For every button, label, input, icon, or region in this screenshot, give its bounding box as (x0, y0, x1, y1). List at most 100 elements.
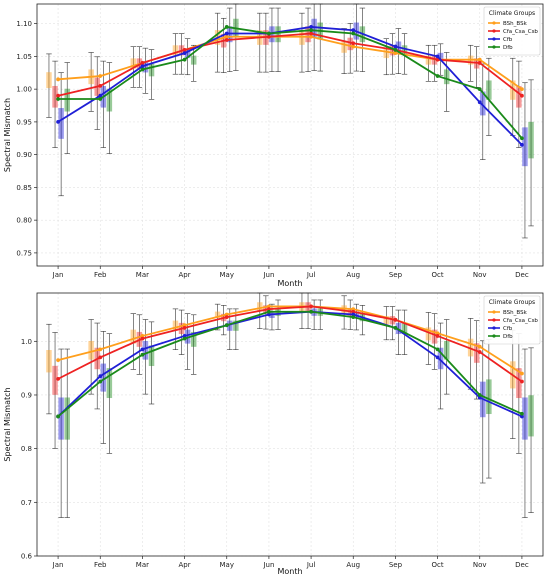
x-tick-label: Aug (346, 271, 360, 279)
series-point-Cfa_Csa_Csb (140, 61, 145, 65)
x-tick-label: Nov (473, 561, 487, 569)
series-point-Cfb (182, 51, 187, 56)
box (64, 397, 70, 440)
series-point-BSh_BSk (435, 331, 440, 336)
series-point-BSh_BSk (98, 347, 103, 352)
box (516, 85, 522, 108)
box (148, 345, 155, 367)
legend-marker-BSh_BSk (492, 310, 496, 314)
series-point-Dfb (393, 325, 398, 330)
box (46, 350, 52, 373)
series-point-Dfb (520, 136, 524, 141)
legend-box (483, 295, 541, 345)
x-tick-label: Aug (346, 561, 360, 569)
box (389, 316, 396, 325)
series-point-Cfb (520, 142, 524, 147)
series-point-Dfb (98, 379, 103, 384)
box (522, 127, 528, 167)
series-point-Cfa_Csa_Csb (309, 304, 313, 309)
x-tick-label: Jul (306, 271, 316, 279)
box (431, 55, 438, 65)
series-point-Cfa_Csa_Csb (98, 83, 103, 88)
box (347, 37, 353, 51)
box (172, 320, 179, 331)
box (401, 45, 408, 56)
series-point-BSh_BSk (267, 304, 271, 309)
x-tick-label: Jun (262, 561, 274, 569)
legend-entry-Cfb: Cfb (503, 326, 513, 332)
series-point-Dfb (435, 347, 440, 352)
legend-entry-Dfb: Dfb (503, 45, 513, 51)
axes-frame (36, 292, 544, 557)
series-point-Cfa_Csa_Csb (140, 336, 145, 341)
series-point-Cfa_Csa_Csb (56, 376, 60, 381)
box (52, 365, 58, 395)
series-point-BSh_BSk (351, 44, 356, 49)
series-point-Cfb (98, 374, 103, 379)
box (528, 395, 534, 437)
box (214, 311, 221, 319)
x-tick-label: May (220, 561, 234, 569)
series-point-Cfa_Csa_Csb (309, 31, 313, 36)
box (233, 320, 239, 331)
series-point-Cfb (98, 93, 103, 98)
series-point-Cfa_Csa_Csb (267, 307, 271, 312)
y-tick-label: 0.8 (21, 445, 32, 453)
box (425, 55, 432, 65)
series-point-Cfa_Csa_Csb (393, 317, 398, 322)
box (486, 379, 492, 415)
x-tick-label: Dec (515, 561, 529, 569)
series-point-Dfb (477, 393, 482, 397)
y-tick-label: 0.7 (21, 499, 32, 507)
x-tick-label: Sep (389, 561, 403, 569)
series-point-Cfb (140, 64, 145, 69)
box (516, 368, 522, 399)
series-point-BSh_BSk (477, 57, 482, 62)
box (142, 61, 149, 73)
y-axis-label: Spectral Mismatch (3, 387, 12, 461)
x-tick-label: Feb (94, 561, 107, 569)
series-line-Dfb (58, 25, 523, 139)
series-point-Cfa_Csa_Csb (224, 315, 229, 320)
box (88, 340, 94, 360)
box (184, 329, 191, 344)
legend-marker-Cfa_Csa_Csb (492, 318, 496, 322)
series-point-Dfb (267, 309, 271, 314)
series-point-Cfa_Csa_Csb (351, 41, 356, 46)
series-point-Dfb (435, 74, 440, 78)
box (106, 368, 113, 399)
y-tick-label: 0.75 (16, 249, 32, 257)
series-point-Cfb (351, 28, 356, 33)
series-point-Cfb (477, 395, 482, 400)
x-tick-label: Jul (306, 561, 316, 569)
box (341, 41, 347, 53)
series-point-Dfb (140, 352, 145, 357)
legend-marker-Dfb (492, 334, 496, 338)
series-point-Dfb (351, 315, 356, 320)
series-point-Cfb (267, 312, 271, 317)
box (100, 363, 107, 392)
y-tick-label: 0.90 (16, 151, 32, 159)
series-point-Dfb (267, 31, 271, 36)
legend-title: Climate Groups (489, 10, 535, 17)
box (64, 88, 70, 112)
series-point-BSh_BSk (56, 77, 60, 82)
box (172, 45, 179, 56)
y-tick-label: 1.00 (16, 86, 32, 94)
box (142, 340, 149, 360)
box (443, 69, 450, 85)
series-point-BSh_BSk (309, 34, 313, 39)
series-point-Cfb (520, 414, 524, 419)
series-point-BSh_BSk (351, 307, 356, 312)
series-line-Cfb (57, 310, 523, 418)
x-tick-label: Apr (179, 271, 191, 279)
series-point-Cfb (477, 100, 482, 105)
series-point-BSh_BSk (393, 51, 398, 56)
x-tick-label: Jun (262, 271, 274, 279)
series-point-Cfa_Csa_Csb (224, 38, 229, 42)
legend-marker-Cfb (492, 326, 496, 330)
legend-marker-Cfb (492, 37, 496, 41)
x-tick-label: Sep (389, 271, 403, 279)
series-point-Dfb (224, 323, 229, 328)
